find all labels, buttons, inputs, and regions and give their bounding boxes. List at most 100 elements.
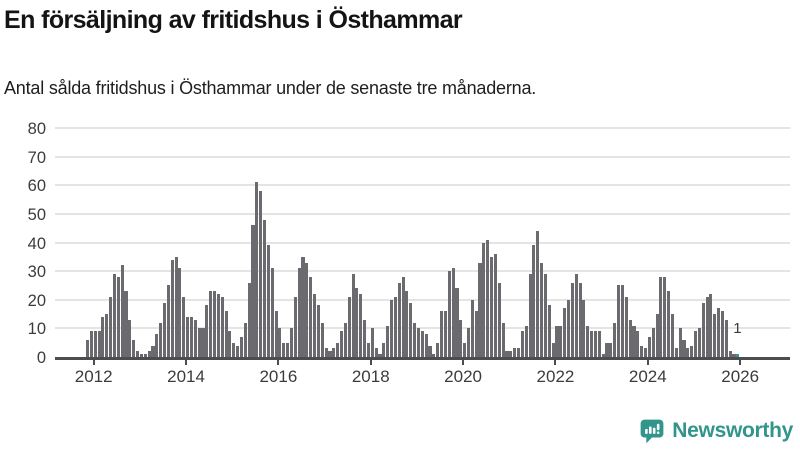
x-tick	[462, 360, 465, 365]
bar	[351, 273, 355, 357]
bar	[513, 348, 517, 357]
gridline	[55, 241, 790, 244]
page-title: En försäljning av fritidshus i Östhammar	[4, 6, 463, 34]
bar	[463, 342, 467, 357]
bar	[309, 276, 313, 357]
bar	[120, 265, 124, 357]
bar	[355, 288, 359, 357]
bar	[570, 282, 574, 357]
gridline	[55, 298, 790, 301]
bar	[501, 322, 505, 357]
bar	[686, 348, 690, 357]
bar	[201, 328, 205, 357]
bar	[170, 259, 174, 357]
bar	[209, 291, 213, 357]
bar	[243, 322, 247, 357]
bar	[567, 299, 571, 357]
bar	[436, 342, 440, 357]
newsworthy-logo: Newsworthy	[639, 418, 793, 444]
x-tick	[185, 360, 188, 365]
bar	[316, 305, 320, 357]
last-value-label: 1	[733, 320, 742, 337]
gridline	[55, 270, 790, 273]
bar	[343, 322, 347, 357]
bar	[720, 311, 724, 357]
bar	[147, 351, 151, 357]
bar	[490, 256, 494, 357]
bar	[582, 299, 586, 357]
bar	[274, 311, 278, 357]
y-tick-label: 10	[27, 320, 46, 339]
bar	[166, 285, 170, 357]
bar	[197, 328, 201, 357]
bar	[540, 262, 544, 357]
bar	[301, 256, 305, 357]
bar	[139, 354, 143, 357]
bar	[263, 219, 267, 357]
bar	[332, 348, 336, 357]
bar	[405, 291, 409, 357]
bar	[313, 294, 317, 357]
x-tick	[92, 360, 95, 365]
bar	[690, 345, 694, 357]
bar	[663, 276, 667, 357]
bar	[551, 342, 555, 357]
bar	[236, 345, 240, 357]
bar	[363, 319, 367, 357]
bar	[424, 334, 428, 357]
bar	[543, 273, 547, 357]
bar	[497, 282, 501, 357]
bar	[143, 354, 147, 357]
highlight-bar	[736, 354, 740, 357]
bar	[509, 351, 513, 357]
bar	[478, 262, 482, 357]
bar	[605, 342, 609, 357]
bar	[259, 190, 263, 357]
bar	[728, 351, 732, 357]
bar	[178, 268, 182, 357]
bar	[428, 345, 432, 357]
bar	[347, 296, 351, 357]
bar	[289, 328, 294, 357]
bar	[305, 262, 309, 357]
bar	[447, 271, 451, 357]
bar	[320, 322, 324, 357]
bar	[124, 291, 128, 357]
bar	[136, 351, 140, 357]
x-tick	[646, 360, 649, 365]
bar	[451, 268, 455, 357]
y-tick-label: 70	[27, 148, 46, 167]
x-tick	[554, 360, 557, 365]
bar	[359, 294, 363, 357]
bar	[659, 276, 663, 357]
bar	[328, 351, 332, 357]
bar	[536, 231, 540, 357]
bar	[609, 342, 613, 357]
bar	[339, 331, 344, 357]
bar	[224, 311, 228, 357]
bar	[655, 314, 659, 357]
bar	[97, 331, 101, 357]
bar	[286, 342, 290, 357]
bar	[155, 334, 159, 357]
bar	[643, 348, 648, 357]
x-tick-label: 2014	[167, 367, 205, 386]
brand-name: Newsworthy	[672, 419, 793, 442]
bar	[440, 311, 444, 357]
x-tick	[277, 360, 280, 365]
bar	[174, 256, 178, 357]
x-tick	[369, 360, 372, 365]
bar	[370, 328, 374, 357]
y-tick-label: 80	[27, 120, 46, 138]
bar	[278, 328, 282, 357]
y-tick-label: 30	[27, 263, 46, 282]
y-tick-label: 60	[27, 177, 46, 196]
bar	[266, 245, 270, 357]
bar	[732, 354, 736, 357]
bar	[189, 316, 193, 357]
bar	[459, 319, 463, 357]
bar	[409, 302, 413, 357]
bar	[420, 331, 424, 357]
x-tick-label: 2016	[259, 367, 298, 386]
bar	[617, 285, 621, 357]
